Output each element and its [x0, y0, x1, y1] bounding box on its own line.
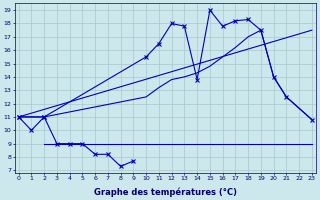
- X-axis label: Graphe des températures (°C): Graphe des températures (°C): [94, 187, 237, 197]
